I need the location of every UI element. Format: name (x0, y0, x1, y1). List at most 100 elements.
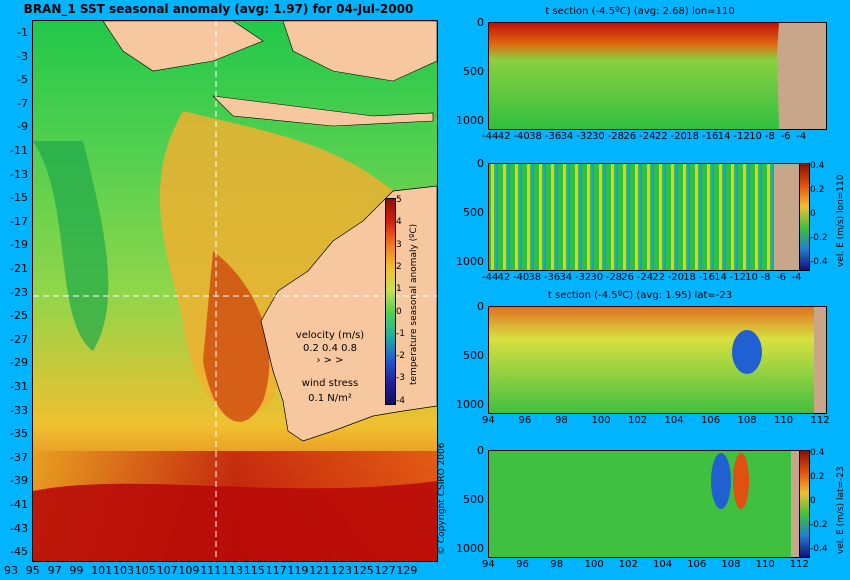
section-x-tick: 98 (550, 559, 564, 570)
latitude-tick: -29 (10, 356, 28, 370)
temperature-section-lat-23[interactable] (488, 306, 827, 414)
section-x-tick: -12 (733, 131, 750, 142)
section-colorbar-tick: 0 (810, 209, 816, 219)
longitude-tick: 95 (25, 564, 40, 577)
section-x-tick: -40 (512, 272, 530, 283)
section-colorbar-tick: 0.4 (810, 161, 825, 171)
section-x-tick: -16 (702, 131, 719, 142)
map-title: BRAN_1 SST seasonal anomaly (avg: 1.97) … (23, 2, 414, 16)
section-x-tick: 104 (664, 415, 684, 426)
section-x-tick: 110 (755, 559, 775, 570)
section-x-tick: 18 (683, 272, 696, 283)
section-x-tick: 104 (653, 559, 673, 570)
section-x-tick: 108 (721, 559, 741, 570)
section-x-tick: 22 (654, 131, 668, 142)
section-x-tick: 38 (529, 131, 542, 142)
longitude-tick: 107 (156, 564, 178, 577)
section-x-tick: -24 (636, 272, 654, 283)
section-x-tick: -44 (482, 131, 499, 142)
section-colorbar-tick: -0.2 (810, 520, 828, 530)
section-x-tick: -40 (513, 131, 530, 142)
colorbar-tick: -3 (396, 373, 405, 384)
colorbar-tick: -2 (396, 351, 405, 362)
section-x-tick: 96 (516, 559, 529, 570)
wind-legend-title: wind stress (301, 378, 359, 389)
colorbar-tick: -4 (396, 395, 405, 406)
section-x-tick: 96 (518, 415, 532, 426)
latitude-tick: -15 (10, 191, 28, 205)
latitude-tick: -13 (10, 167, 28, 181)
longitude-tick: 103 (113, 564, 134, 577)
wind-legend-value: 0.1 N/m² (308, 393, 352, 404)
section-x-tick: 94 (482, 559, 495, 570)
section-colorbar-tick: -0.2 (810, 233, 828, 243)
map-colorbar-label: temperature seasonal anomaly (ºC) (409, 223, 419, 385)
section-x-tick: 106 (701, 415, 721, 426)
temperature-section-lon110[interactable] (488, 22, 827, 130)
depth-tick: 500 (463, 206, 484, 219)
section-x-tick: 38 (528, 272, 542, 283)
latitude-tick: -25 (10, 309, 28, 323)
colorbar-tick: 3 (396, 239, 402, 250)
velocity-arrows: › > > (316, 355, 344, 366)
section-x-tick: -24 (639, 131, 656, 142)
section-x-tick: -20 (667, 272, 685, 283)
section-x-tick: 10 (745, 272, 758, 283)
latitude-tick: -41 (10, 498, 28, 511)
latitude-tick: -39 (10, 474, 28, 488)
depth-tick: 500 (463, 65, 484, 78)
section-colorbar-tick: 0 (810, 496, 816, 506)
panel3-title: t section (-4.5ºC) (avg: 1.95) lat=-23 (547, 290, 733, 301)
section-x-tick: 42 (497, 272, 511, 283)
colorbar-tick: 0 (396, 306, 402, 317)
longitude-tick: 113 (222, 564, 243, 577)
section-x-tick: 26 (621, 272, 635, 283)
copyright-text: © Copyright CSIRO 2006 (437, 442, 447, 555)
latitude-tick: -17 (10, 214, 28, 228)
longitude-tick: 97 (47, 564, 62, 577)
latitude-tick: -23 (10, 285, 28, 299)
depth-tick: 1000 (456, 114, 484, 127)
velocity-section-lat-23[interactable] (488, 450, 800, 558)
latitude-tick: -37 (10, 450, 28, 464)
colorbar-tick: 5 (396, 195, 402, 205)
section-colorbar-tick: 0.4 (810, 448, 825, 458)
depth-tick: 0 (477, 444, 484, 457)
section-x-tick: -28 (605, 272, 623, 283)
panel2-colorbar (799, 163, 810, 271)
latitude-tick: -35 (10, 427, 28, 441)
colorbar-tick: 1 (396, 284, 402, 295)
section-x-tick: 106 (687, 559, 707, 570)
section-x-tick: 18 (686, 131, 700, 142)
colorbar-tick: 4 (396, 217, 402, 228)
section-x-tick: 14 (717, 131, 731, 142)
longitude-tick: 123 (331, 564, 352, 577)
colorbar-tick: 2 (396, 261, 402, 272)
latitude-tick: -43 (10, 521, 28, 535)
section-x-tick: 10 (749, 131, 762, 142)
depth-tick: 500 (463, 493, 484, 506)
section-x-tick: 112 (810, 415, 830, 426)
depth-tick: 0 (477, 157, 484, 170)
velocity-legend-values: 0.2 0.4 0.8 (302, 343, 358, 354)
section-x-tick: -4 (796, 131, 807, 142)
longitude-tick: 105 (134, 564, 156, 577)
longitude-tick: 129 (396, 564, 418, 577)
panel2-canvas (489, 164, 799, 270)
section-x-tick: -36 (543, 272, 561, 283)
sst-anomaly-map[interactable] (32, 20, 438, 562)
panel1-canvas (489, 23, 826, 129)
section-x-tick: -4 (791, 272, 802, 283)
latitude-tick: -1 (17, 26, 28, 39)
latitude-tick: -3 (17, 49, 28, 63)
section-colorbar-tick: -0.4 (810, 257, 828, 267)
longitude-tick: 125 (352, 564, 374, 577)
section-x-tick: -20 (670, 131, 687, 142)
panel1-title: t section (-4.5ºC) (avg: 2.68) lon=110 (545, 6, 735, 17)
depth-tick: 1000 (456, 255, 484, 268)
latitude-tick: -45 (10, 545, 28, 559)
velocity-section-lon110[interactable] (488, 163, 800, 271)
longitude-tick: 119 (287, 564, 309, 577)
section-x-tick: -6 (776, 272, 787, 283)
section-x-tick: -36 (544, 131, 562, 142)
